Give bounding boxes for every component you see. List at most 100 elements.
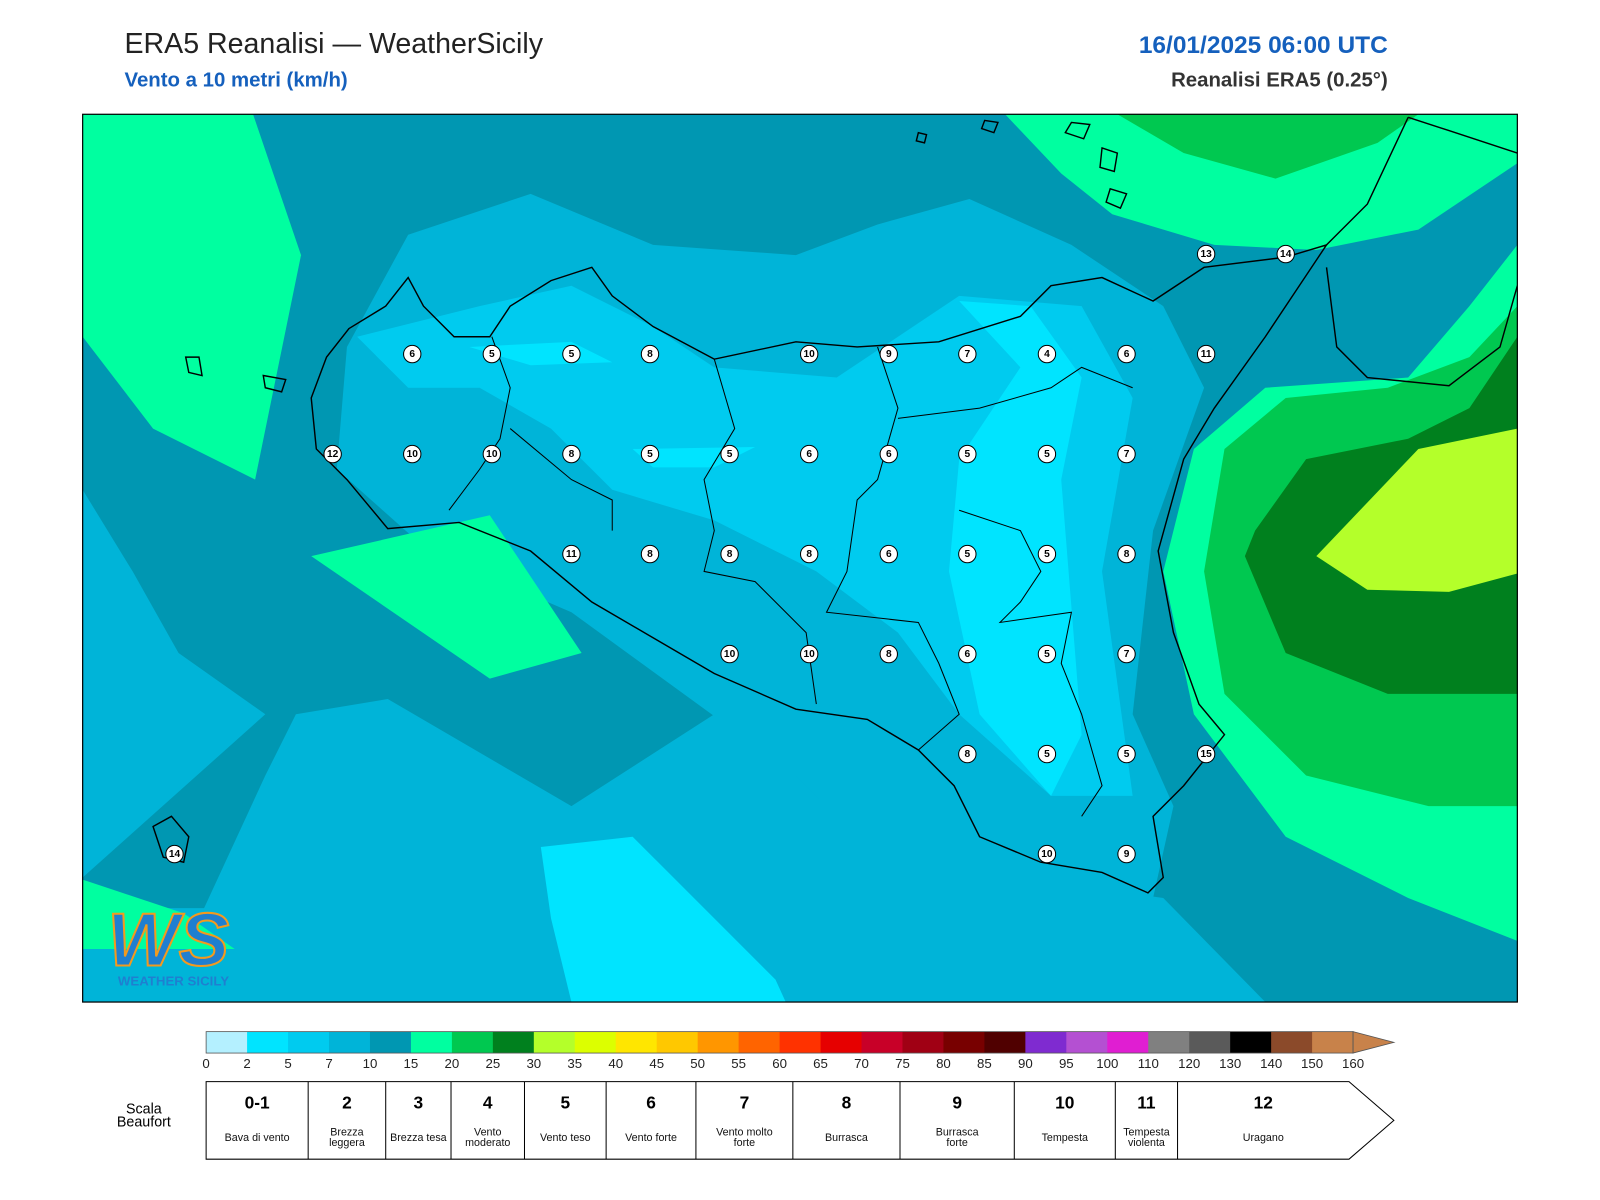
station-value: 5 bbox=[1044, 449, 1050, 460]
station-marker bbox=[640, 444, 660, 464]
field-2-5 bbox=[540, 836, 786, 1003]
colorbar-swatch bbox=[902, 1031, 944, 1054]
station-marker bbox=[1117, 644, 1136, 664]
station-marker bbox=[879, 344, 898, 364]
colorbar-swatch bbox=[615, 1031, 658, 1054]
colorbar-swatch bbox=[247, 1031, 289, 1054]
station-value: 5 bbox=[489, 349, 495, 360]
station-value: 5 bbox=[569, 349, 575, 360]
colorbar-swatch bbox=[820, 1031, 863, 1054]
beaufort-title-box: Scala Beaufort bbox=[117, 1102, 171, 1129]
station-marker bbox=[1037, 844, 1057, 864]
colorbar-swatch bbox=[329, 1031, 371, 1054]
beaufort-force: 10 bbox=[1055, 1093, 1074, 1113]
station-value: 15 bbox=[1200, 749, 1212, 760]
station-value: 5 bbox=[1044, 749, 1050, 760]
field-30-35 bbox=[1316, 428, 1518, 592]
station-value: 8 bbox=[647, 349, 653, 360]
station: 5 bbox=[640, 444, 660, 464]
beaufort-label: Uragano bbox=[1242, 1131, 1284, 1144]
colorbar-swatch bbox=[1189, 1031, 1231, 1054]
station-value: 9 bbox=[1124, 849, 1130, 860]
colorbar-tick-label: 60 bbox=[772, 1056, 787, 1071]
station-marker bbox=[562, 444, 581, 464]
colorbar-tick-label: 50 bbox=[690, 1056, 705, 1071]
station: 5 bbox=[1037, 644, 1057, 664]
station-marker bbox=[958, 444, 977, 464]
station-marker bbox=[1276, 244, 1295, 264]
station-marker bbox=[640, 544, 660, 564]
beaufort-label-box: Bava di vento bbox=[225, 1132, 290, 1143]
logo-mark: WS bbox=[108, 898, 230, 982]
station: 6 bbox=[879, 544, 898, 564]
station-marker bbox=[958, 344, 977, 364]
logo-text: WEATHER SICILY bbox=[118, 974, 229, 989]
station-marker bbox=[403, 344, 422, 364]
station-marker bbox=[165, 844, 184, 864]
station-value: 14 bbox=[169, 849, 181, 860]
colorbar-tick-label: 35 bbox=[567, 1056, 582, 1071]
station-value: 5 bbox=[1044, 549, 1050, 560]
colorbar-swatch bbox=[738, 1031, 781, 1054]
beaufort-label-box: Uragano bbox=[1242, 1131, 1284, 1144]
station: 8 bbox=[640, 544, 660, 564]
colorbar-swatch bbox=[1230, 1031, 1272, 1054]
field-15-20 bbox=[82, 114, 302, 480]
station-value: 5 bbox=[965, 549, 971, 560]
station: 14 bbox=[1276, 244, 1295, 264]
station-marker bbox=[1037, 744, 1057, 764]
colorbar-tick-label: 65 bbox=[813, 1056, 828, 1071]
station: 9 bbox=[1117, 844, 1136, 864]
colorbar-swatch bbox=[779, 1031, 822, 1054]
station: 6 bbox=[800, 444, 819, 464]
station-marker bbox=[1196, 744, 1216, 764]
station-marker bbox=[562, 544, 581, 564]
beaufort-label-box: Brezza leggera bbox=[329, 1127, 365, 1148]
station: 8 bbox=[640, 344, 660, 364]
colorbar-swatch bbox=[1107, 1031, 1149, 1054]
station-marker bbox=[879, 644, 898, 664]
beaufort-scale: Scala Beaufort 0-1 Bava di vento 2 Brezza le… bbox=[117, 1081, 1395, 1160]
station: 6 bbox=[879, 444, 898, 464]
station: 13 bbox=[1196, 244, 1216, 264]
station-marker bbox=[562, 344, 581, 364]
colorbar-tick-label: 70 bbox=[854, 1056, 869, 1071]
station-value: 10 bbox=[1041, 849, 1053, 860]
beaufort-label: Vento teso bbox=[539, 1131, 591, 1144]
station-marker bbox=[720, 444, 739, 464]
station-value: 14 bbox=[1280, 249, 1292, 260]
subtitle: Vento a 10 metri (km/h) bbox=[124, 70, 347, 92]
station-marker bbox=[1117, 444, 1136, 464]
station-marker bbox=[1196, 244, 1216, 264]
station-value: 6 bbox=[806, 449, 812, 460]
station-marker bbox=[482, 344, 502, 364]
beaufort-force: 2 bbox=[342, 1093, 352, 1113]
beaufort-label: Vento molto forte bbox=[716, 1126, 773, 1149]
station-value: 9 bbox=[886, 349, 892, 360]
colorbar-extend bbox=[1352, 1031, 1396, 1054]
beaufort-force: 3 bbox=[414, 1093, 424, 1113]
station: 7 bbox=[1117, 644, 1136, 664]
station-value: 13 bbox=[1200, 249, 1212, 260]
station-value: 10 bbox=[724, 649, 736, 660]
colorbar-tick-label: 20 bbox=[445, 1056, 460, 1071]
field-7-10 bbox=[82, 698, 1266, 1003]
station: 10 bbox=[403, 444, 422, 464]
station: 5 bbox=[482, 344, 502, 364]
station: 5 bbox=[562, 344, 581, 364]
beaufort-force: 9 bbox=[952, 1093, 962, 1113]
colorbar-tick-label: 25 bbox=[485, 1056, 500, 1071]
colorbar-tick-label: 7 bbox=[325, 1056, 332, 1071]
station-value: 5 bbox=[1124, 749, 1130, 760]
colorbar-tick-label: 45 bbox=[649, 1056, 664, 1071]
colorbar-tick-label: 10 bbox=[363, 1056, 378, 1071]
colorbar-swatch bbox=[984, 1031, 1026, 1054]
station: 5 bbox=[720, 444, 739, 464]
station-marker bbox=[958, 544, 977, 564]
colorbar-tick-label: 150 bbox=[1301, 1056, 1323, 1071]
station-marker bbox=[1037, 444, 1057, 464]
station: 7 bbox=[1117, 444, 1136, 464]
station-marker bbox=[800, 544, 819, 564]
station: 5 bbox=[1037, 544, 1057, 564]
beaufort-force: 4 bbox=[483, 1093, 493, 1113]
